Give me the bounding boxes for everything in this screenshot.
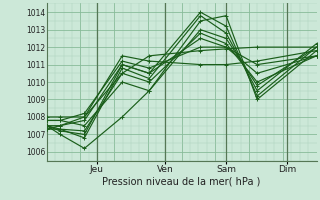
X-axis label: Pression niveau de la mer( hPa ): Pression niveau de la mer( hPa )	[102, 177, 261, 187]
